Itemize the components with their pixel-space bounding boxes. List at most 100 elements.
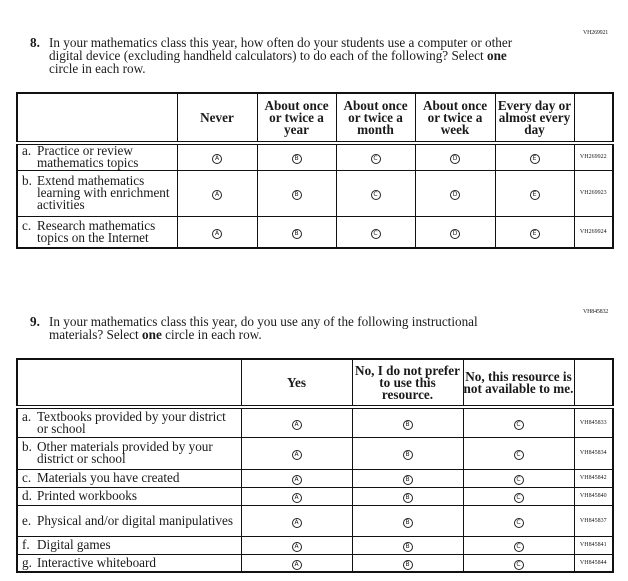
radio-bubble-b[interactable]: B [291,229,302,240]
header-blank [16,92,178,144]
row-label: c. Research mathematics topics on the Int… [16,216,178,249]
radio-bubble-a[interactable]: A [212,190,222,201]
row-letter: b. [22,173,32,189]
header-blank [573,358,614,408]
radio-bubble-c[interactable]: C [370,229,381,240]
row-code: VH845840 [573,486,614,506]
header-blank [16,358,242,408]
radio-bubble-a[interactable]: A [212,229,222,240]
question-8: 8. In your mathematics class this year, … [30,36,530,75]
radio-bubble-b[interactable]: B [402,419,413,430]
column-header: Yes [240,358,353,408]
table-row: f. Digital games A B C VH845841 [16,535,614,555]
option-cell: C [335,216,416,249]
question-number: 8. [30,35,40,50]
option-cell: C [462,504,575,537]
row-code: VH845844 [573,553,614,573]
radio-bubble-c[interactable]: C [513,517,524,528]
option-cell: C [462,486,575,506]
option-cell: A [240,486,353,506]
row-letter: e. [22,512,32,528]
radio-bubble-b[interactable]: B [402,450,413,460]
radio-bubble-e[interactable]: E [529,154,540,165]
row-code: VH845841 [573,535,614,555]
radio-bubble-b[interactable]: B [291,190,302,201]
option-cell: B [351,535,464,555]
question-9-table: Yes No, I do not prefer to use this reso… [16,358,614,573]
option-cell: D [414,142,496,171]
table-row: e. Physical and/or digital manipulatives A… [16,504,614,537]
row-text: Physical and/or digital manipulatives [37,512,233,528]
radio-bubble-c[interactable]: C [513,493,524,503]
radio-bubble-b[interactable]: B [402,493,413,503]
radio-bubble-b[interactable]: B [402,475,413,485]
row-text: Digital games [37,537,111,552]
option-cell: A [176,216,258,249]
table-row: b. Other materials provided by your distr… [16,436,614,470]
radio-bubble-c[interactable]: C [513,419,524,430]
option-cell: C [335,142,416,171]
option-cell: B [351,436,464,470]
row-label: e. Physical and/or digital manipulatives [16,504,242,537]
option-cell: E [494,142,575,171]
row-code: VH845834 [573,436,614,470]
radio-bubble-d[interactable]: D [450,229,460,240]
radio-bubble-d[interactable]: D [450,154,460,165]
radio-bubble-e[interactable]: E [529,229,540,240]
option-cell: C [462,436,575,470]
row-text: Interactive whiteboard [37,554,156,570]
radio-bubble-c[interactable]: C [513,475,524,485]
row-letter: f. [22,537,30,552]
question-code: VH269921 [583,30,609,36]
option-cell: A [240,468,353,488]
option-cell: C [462,535,575,555]
row-text: Other materials provided by your distric… [37,439,213,466]
radio-bubble-b[interactable]: B [402,559,413,570]
row-code: VH269923 [573,169,614,218]
option-cell: A [240,436,353,470]
row-code: VH845837 [573,504,614,537]
option-cell: C [462,553,575,573]
question-8-table: Never About once or twice a year About o… [16,92,614,249]
radio-bubble-b[interactable]: B [402,517,413,528]
table-row: a. Textbooks provided by your district or… [16,406,614,438]
radio-bubble-c[interactable]: C [370,154,381,165]
radio-bubble-a[interactable]: A [212,154,222,165]
option-cell: B [351,406,464,438]
radio-bubble-b[interactable]: B [402,542,413,552]
row-text: Textbooks provided by your district or s… [37,408,226,436]
column-header: Every day or almost every day [494,92,575,144]
radio-bubble-a[interactable]: A [291,475,302,485]
row-label: a. Textbooks provided by your district or… [16,406,242,438]
radio-bubble-e[interactable]: E [529,190,540,201]
row-code: VH845833 [573,406,614,438]
row-letter: a. [22,408,32,424]
row-label: b. Other materials provided by your distr… [16,436,242,470]
radio-bubble-b[interactable]: B [291,154,302,165]
option-cell: B [351,486,464,506]
row-letter: d. [22,488,32,503]
radio-bubble-a[interactable]: A [291,542,302,552]
option-cell: C [462,468,575,488]
radio-bubble-a[interactable]: A [291,450,302,460]
column-header: About once or twice a month [335,92,416,144]
radio-bubble-a[interactable]: A [291,517,302,528]
table-row: a. Practice or review mathematics topics A… [16,142,614,171]
radio-bubble-a[interactable]: A [291,419,302,430]
row-label: g. Interactive whiteboard [16,553,242,573]
row-text: Printed workbooks [37,488,138,503]
question-9: 9. In your mathematics class this year, … [30,315,530,341]
question-code: VH845832 [583,309,609,315]
option-cell: A [240,553,353,573]
radio-bubble-c[interactable]: C [513,450,524,460]
radio-bubble-c[interactable]: C [513,559,524,570]
row-text: Materials you have created [37,470,180,485]
row-letter: c. [22,218,32,234]
radio-bubble-c[interactable]: C [513,542,524,552]
radio-bubble-c[interactable]: C [370,190,381,201]
radio-bubble-a[interactable]: A [291,559,302,570]
radio-bubble-a[interactable]: A [291,493,302,503]
option-cell: B [351,553,464,573]
radio-bubble-d[interactable]: D [450,190,460,201]
table-row: b. Extend mathematics learning with enric… [16,169,614,218]
